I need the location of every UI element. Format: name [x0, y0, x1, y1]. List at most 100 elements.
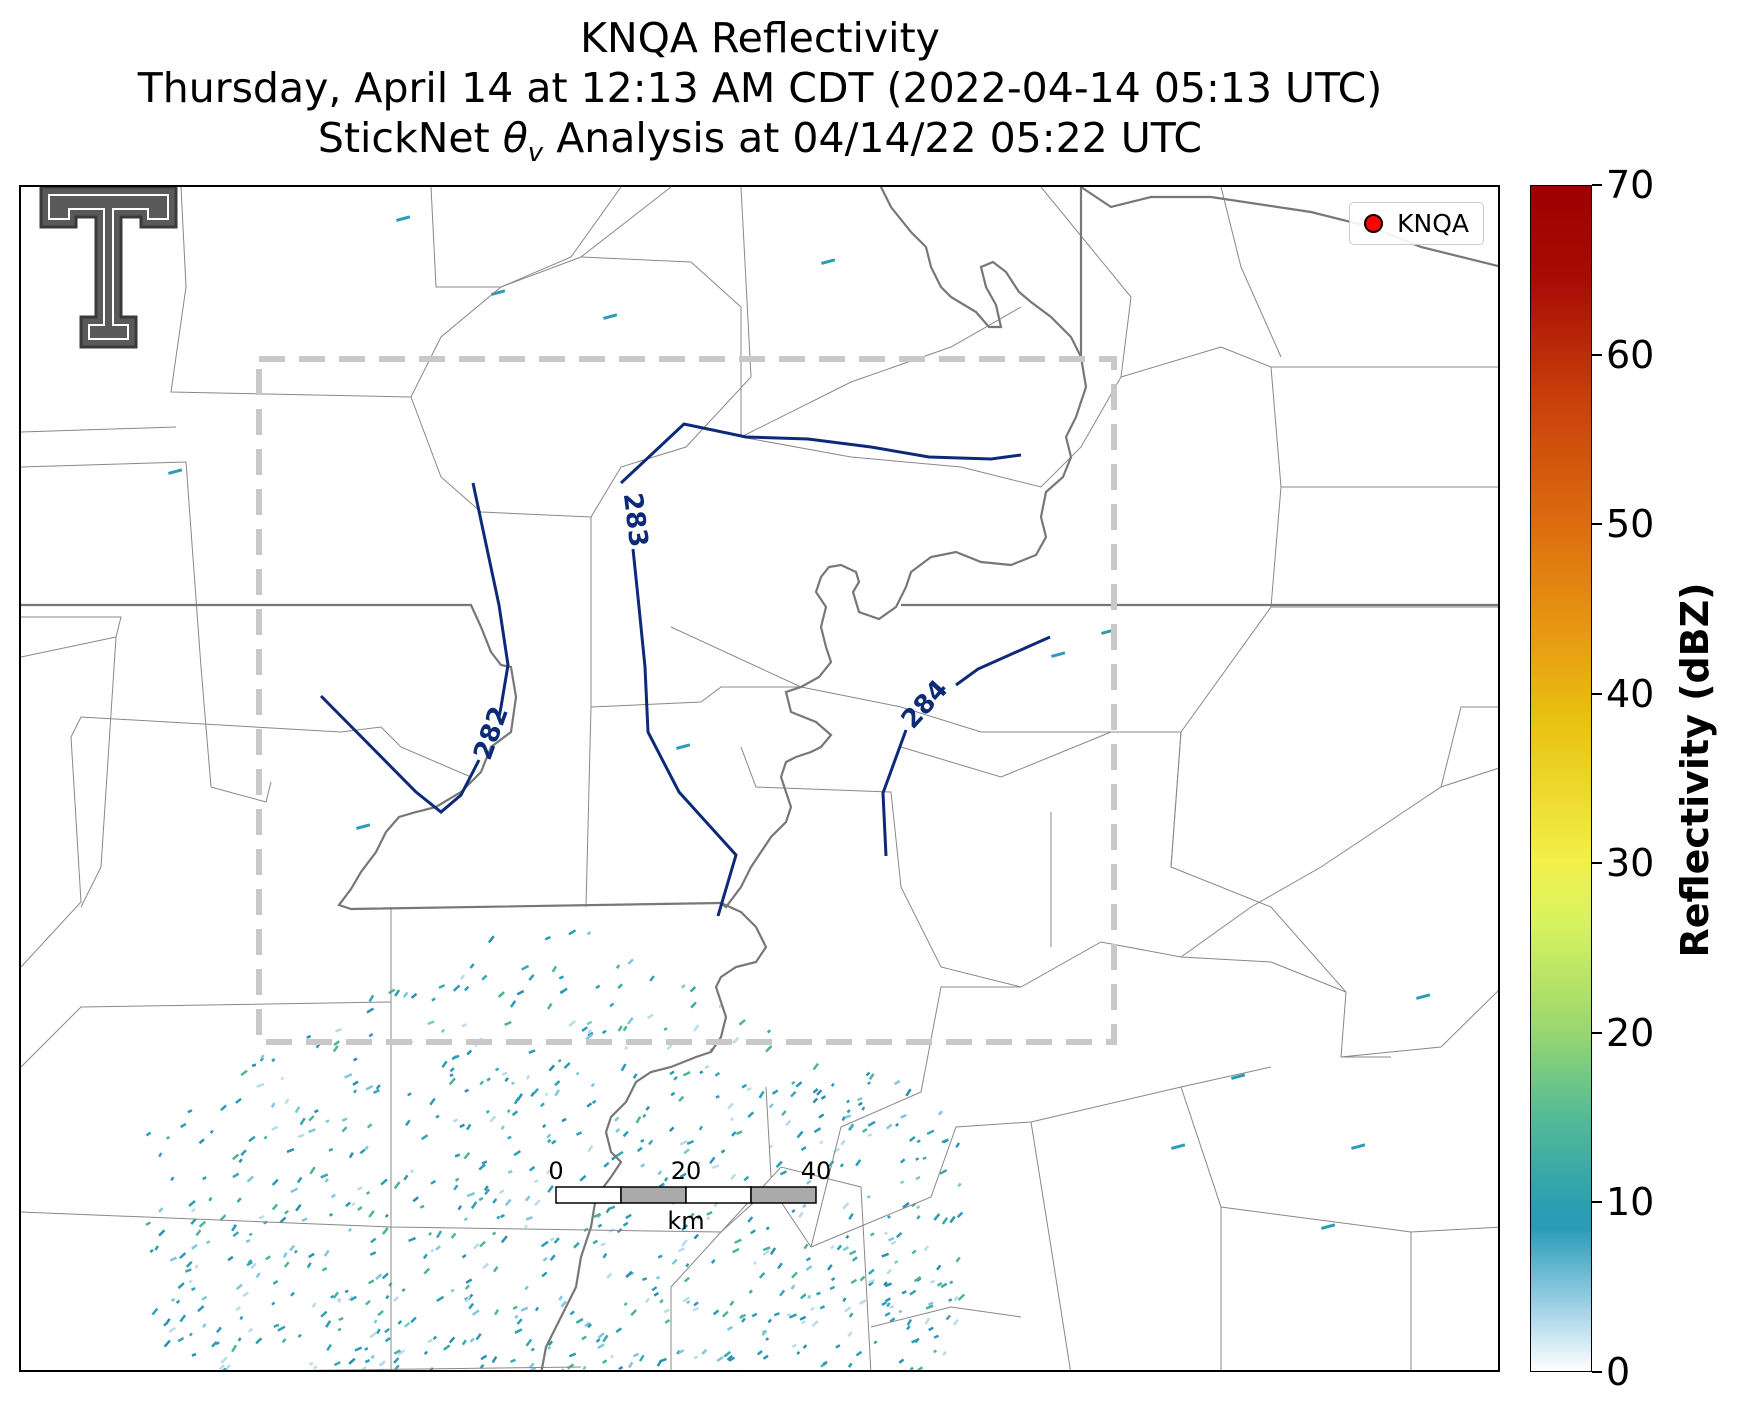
echo-pixel [685, 1262, 690, 1268]
echo-pixel [198, 1138, 205, 1145]
echo-pixel [632, 1352, 640, 1358]
echo-pixel [524, 1224, 529, 1229]
echo-pixel [558, 1295, 563, 1301]
echo-pixel [510, 1358, 516, 1364]
echo-pixel [286, 1147, 295, 1154]
echo-pixel [419, 1204, 425, 1209]
echo-pixel [478, 1163, 486, 1171]
echo-pixel [886, 1302, 891, 1308]
echo-pixel [312, 1365, 318, 1370]
echo-pixel [333, 1361, 341, 1367]
echo-pixel [188, 1200, 196, 1207]
echo-pixel [884, 1297, 892, 1303]
echo-pixel [370, 1354, 375, 1360]
echo-pixel [625, 1213, 632, 1220]
echo-pixel [224, 1364, 231, 1370]
echo-pixel [549, 1237, 555, 1242]
echo-pixel [420, 1134, 429, 1141]
echo-pixel [430, 1179, 437, 1185]
echo-pixel [282, 1252, 288, 1258]
echo-pixel [698, 1125, 704, 1131]
echo-pixel [321, 1266, 328, 1272]
echo-pixel [568, 929, 577, 936]
echo-pixel [630, 1309, 638, 1317]
echo-pixel [868, 1278, 875, 1284]
echo-pixel [664, 1318, 671, 1324]
echo-pixel [258, 1215, 265, 1220]
echo-pixel [587, 1145, 594, 1153]
echo-pixel [602, 1252, 608, 1259]
echo-pixel [731, 1131, 737, 1137]
echo-pixel [768, 1103, 774, 1109]
echo-pixel [376, 1328, 381, 1335]
echo-pixel [320, 1173, 329, 1179]
reflectivity-colorbar [1530, 185, 1592, 1372]
echo-pixel [807, 1294, 812, 1299]
echo-pixel [765, 1045, 773, 1053]
echo-pixel [480, 1354, 488, 1361]
echo-pixel [867, 1133, 873, 1138]
radar-map[interactable]: 282 283 284 0 20 40 km T [21, 187, 1500, 1372]
echo-pixel [664, 1176, 669, 1182]
echo-pixel [677, 1349, 685, 1355]
echo-pixel [194, 1264, 199, 1269]
echo-pixel [889, 1304, 895, 1309]
echo-pixel [649, 975, 655, 982]
map-panel[interactable]: 282 283 284 0 20 40 km T KNQA [19, 185, 1500, 1372]
echo-pixel [468, 1302, 475, 1310]
echo-pixel [170, 1297, 176, 1302]
echo-pixel [422, 1253, 428, 1260]
echo-pixel [592, 1239, 598, 1245]
echo-pixel [301, 1217, 308, 1222]
echo-pixel [622, 1221, 629, 1227]
echo-pixel [893, 1079, 901, 1086]
echo-pixel [326, 1343, 332, 1352]
echo-pixel [337, 1299, 342, 1303]
echo-pixel [461, 1254, 467, 1259]
echo-pixel [922, 1156, 927, 1161]
echo-pixel [388, 988, 396, 995]
echo-pixel [706, 1216, 711, 1221]
echo-pixel [349, 1295, 358, 1302]
echo-pixel [472, 1243, 480, 1250]
echo-pixel [451, 1055, 458, 1061]
echo-pixel [627, 1016, 634, 1025]
echo-pixel [530, 1366, 537, 1370]
echo-pixel [655, 1275, 661, 1280]
echo-pixel [916, 1214, 921, 1220]
echo-pixel [790, 1090, 797, 1098]
echo-pixel [375, 1273, 383, 1281]
echo-pixel [412, 1196, 419, 1203]
echo-pixel [622, 1130, 629, 1138]
echo-pixel [222, 1367, 227, 1370]
echo-pixel [855, 1350, 863, 1357]
echo-pixel [513, 1150, 522, 1157]
colorbar-tick-mark [1592, 523, 1602, 526]
echo-pixel [330, 1193, 336, 1199]
echo-pixel [704, 1065, 710, 1070]
echo-pixel [547, 1340, 554, 1347]
echo-pixel [409, 1169, 415, 1174]
echo-pixel [720, 1149, 726, 1154]
echo-pixel [191, 1287, 196, 1292]
echo-pixel [593, 1212, 601, 1219]
echo-pixel [463, 985, 470, 992]
echo-pixel [486, 1077, 491, 1082]
echo-pixel [461, 1339, 467, 1346]
echo-pixel [955, 1142, 961, 1148]
echo-pixel [741, 1317, 746, 1323]
echo-pixel [639, 1354, 645, 1362]
echo-pixel [899, 1158, 906, 1164]
university-logo: T [39, 187, 178, 349]
echo-pixel [730, 1117, 735, 1122]
echo-pixel [540, 1240, 549, 1248]
echo-pixel [365, 1191, 371, 1195]
echo-pixel [177, 1282, 185, 1290]
echo-pixel [867, 1120, 876, 1127]
echo-pixel [344, 1289, 349, 1294]
echo-pixel [712, 1309, 720, 1316]
echo-pixel [762, 1249, 771, 1257]
echo-pixel [145, 1221, 152, 1227]
echo-pixel [595, 984, 601, 990]
echo-pixel [352, 1080, 359, 1086]
